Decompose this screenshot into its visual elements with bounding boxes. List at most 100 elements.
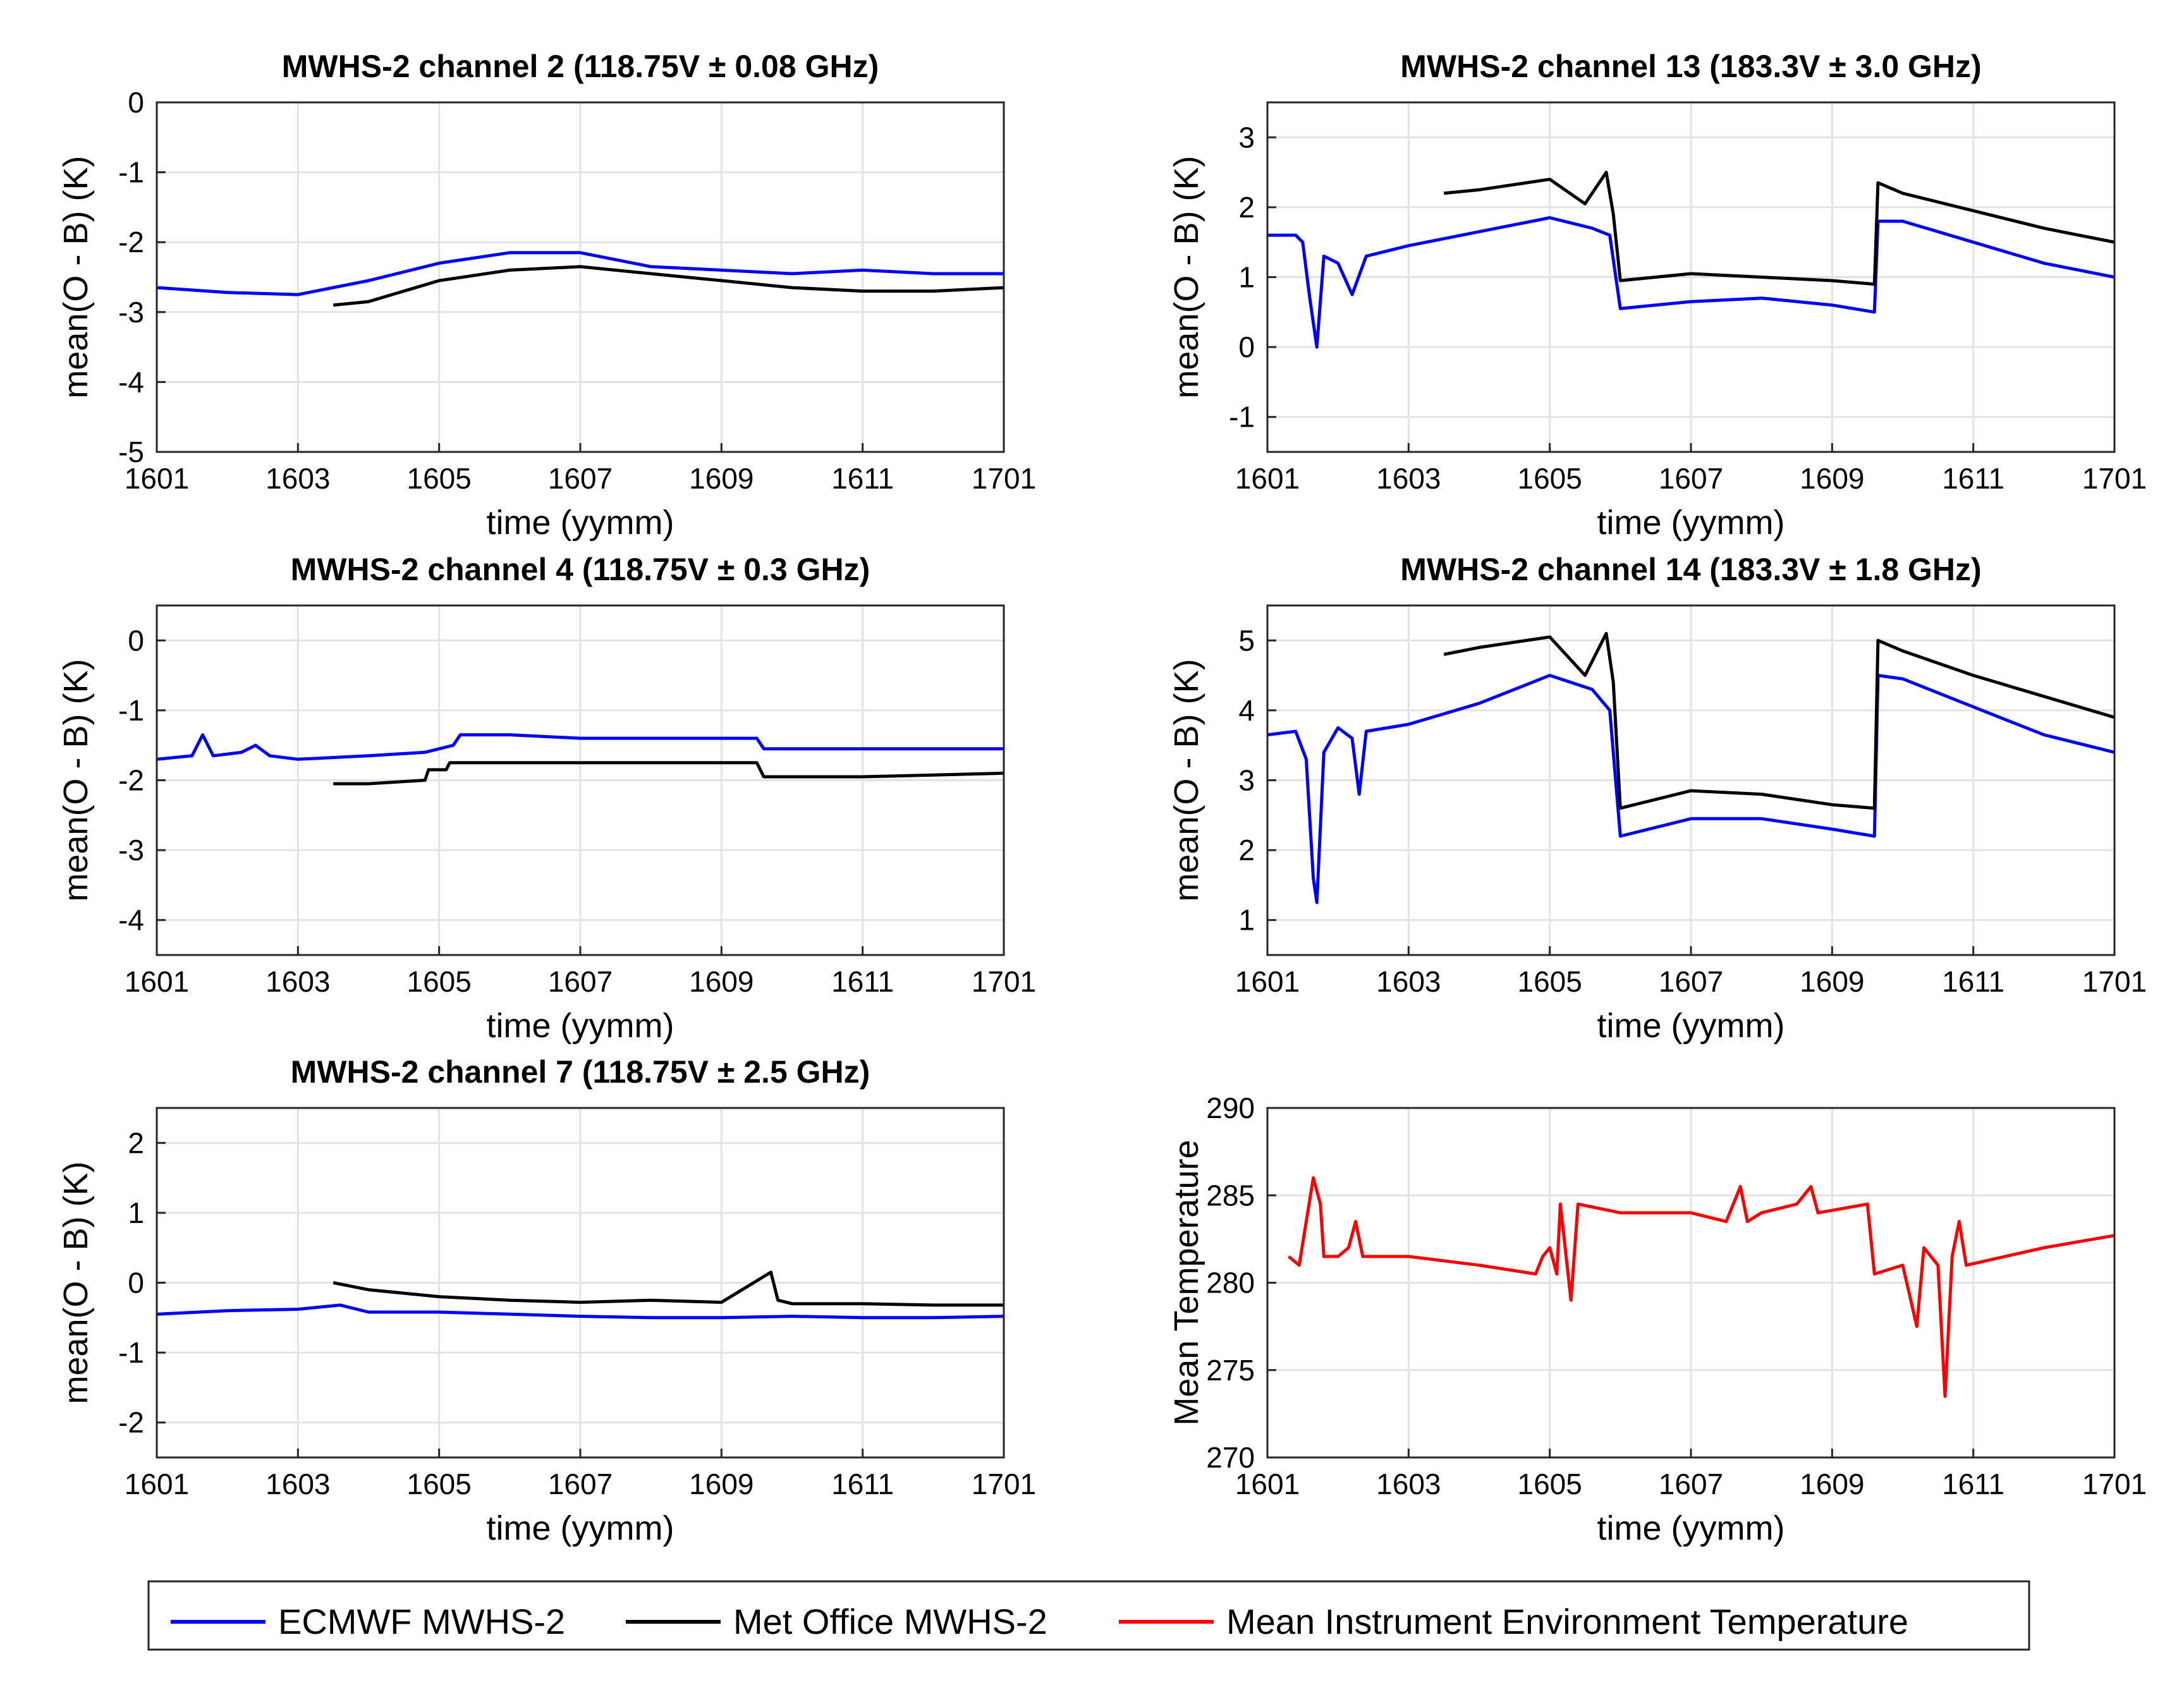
- y-axis-label: mean(O - B) (K): [57, 1161, 95, 1404]
- y-tick-label: -1: [1229, 401, 1255, 434]
- chart-title: MWHS-2 channel 2 (118.75V ± 0.08 GHz): [282, 49, 879, 84]
- x-tick-label: 1607: [548, 1468, 613, 1500]
- y-tick-label: 0: [1238, 331, 1255, 363]
- chart-title: MWHS-2 channel 13 (183.3V ± 3.0 GHz): [1400, 49, 1981, 84]
- y-axis-label: Mean Temperature: [1168, 1140, 1205, 1425]
- x-axis-label: time (yymm): [1597, 1509, 1785, 1547]
- series-line-ecmwf-mwhs-2: [157, 1303, 1004, 1320]
- x-tick-label: 1601: [125, 462, 189, 495]
- chart-panel-6: 1601 1603 1605 1607 1609 1611 1701 290 285 280 275…: [1168, 1092, 2147, 1547]
- x-tick-label: 1609: [689, 965, 753, 998]
- y-tick-label: 2: [1238, 191, 1255, 224]
- x-tick-label: 1611: [1942, 1468, 2004, 1500]
- legend: ECMWF MWHS-2 Met Office MWHS-2 Mean Instru…: [147, 1580, 2030, 1651]
- plot-frame: [1266, 1107, 2116, 1459]
- x-tick-label: 1611: [1942, 965, 2004, 998]
- series-line-ecmwf-mwhs-2: [157, 251, 1004, 296]
- y-axis-label: mean(O - B) (K): [57, 659, 95, 901]
- series-line-mean-instrument-environment-temperature: [1287, 1176, 2114, 1398]
- x-tick-label: 1601: [125, 1468, 189, 1500]
- x-tick-label: 1605: [406, 1468, 471, 1500]
- y-tick-label: 285: [1206, 1179, 1255, 1212]
- x-tick-label: 1601: [125, 965, 189, 998]
- x-tick-label: 1601: [1235, 1468, 1300, 1500]
- y-tick-label: 4: [1238, 694, 1255, 727]
- x-tick-label: 1603: [265, 462, 330, 495]
- chart-title: MWHS-2 channel 14 (183.3V ± 1.8 GHz): [1400, 552, 1981, 587]
- x-tick-label: 1607: [548, 965, 613, 998]
- x-tick-label: 1605: [406, 462, 471, 495]
- x-tick-label: 1609: [689, 462, 753, 495]
- y-tick-label: -1: [118, 694, 144, 727]
- y-tick-label: 0: [128, 1267, 144, 1299]
- x-tick-label: 1601: [1235, 462, 1300, 495]
- x-axis-label: time (yymm): [1597, 504, 1785, 542]
- y-tick-label: 1: [128, 1196, 144, 1229]
- series-line-met-office-mwhs-2: [332, 1270, 1004, 1307]
- x-tick-label: 1607: [1659, 462, 1723, 495]
- y-tick-label: -3: [118, 834, 144, 867]
- x-tick-label: 1605: [1517, 965, 1582, 998]
- y-tick-label: 1: [1238, 904, 1255, 937]
- series-line-met-office-mwhs-2: [1443, 631, 2114, 810]
- y-tick-label: 3: [1238, 121, 1255, 154]
- x-tick-label: 1701: [2082, 965, 2147, 998]
- series-line-met-office-mwhs-2: [332, 265, 1004, 307]
- chart-panel-5: 1601 1603 1605 1607 1609 1611 1701 2 1 0 -1 -2 MWHS-…: [57, 1054, 1036, 1547]
- y-tick-label: -4: [118, 904, 144, 937]
- x-tick-label: 1701: [972, 965, 1036, 998]
- x-tick-label: 1605: [1517, 462, 1582, 495]
- x-tick-label: 1609: [1800, 965, 1864, 998]
- y-tick-label: -3: [118, 296, 144, 329]
- legend-label-mean-instrument-environment-temperature: Mean Instrument Environment Temperature: [1226, 1602, 1908, 1641]
- y-axis-label: mean(O - B) (K): [57, 155, 95, 398]
- plot-frame: [156, 1107, 1005, 1459]
- x-tick-label: 1611: [831, 462, 894, 495]
- x-tick-label: 1603: [1376, 965, 1441, 998]
- legend-box: [147, 1580, 2030, 1651]
- x-tick-label: 1701: [2082, 462, 2147, 495]
- y-tick-label: 0: [128, 624, 144, 657]
- y-tick-label: -2: [118, 764, 144, 797]
- series-line-met-office-mwhs-2: [1443, 171, 2114, 286]
- y-tick-label: 3: [1238, 764, 1255, 797]
- plot-frame: [156, 604, 1005, 956]
- chart-title: MWHS-2 channel 7 (118.75V ± 2.5 GHz): [291, 1054, 870, 1090]
- x-axis-label: time (yymm): [487, 504, 674, 542]
- x-tick-label: 1609: [1800, 1468, 1864, 1500]
- chart-panel-4: 1601 1603 1605 1607 1609 1611 1701 5 4 3 2 1 MWHS-2 …: [1168, 552, 2147, 1045]
- y-tick-label: -2: [118, 1406, 144, 1439]
- x-tick-label: 1609: [1800, 462, 1864, 495]
- legend-label-met-office-mwhs-2: Met Office MWHS-2: [733, 1602, 1047, 1641]
- x-axis-label: time (yymm): [487, 1007, 674, 1045]
- y-tick-label: -1: [118, 156, 144, 189]
- y-tick-label: -1: [118, 1336, 144, 1369]
- y-tick-label: 290: [1206, 1092, 1255, 1124]
- x-tick-label: 1701: [2082, 1468, 2147, 1500]
- y-axis-label: mean(O - B) (K): [1168, 155, 1205, 398]
- y-tick-label: 2: [128, 1126, 144, 1159]
- x-tick-label: 1611: [831, 965, 894, 998]
- x-tick-label: 1605: [406, 965, 471, 998]
- plot-frame: [1266, 101, 2116, 453]
- legend-label-ecmwf-mwhs-2: ECMWF MWHS-2: [278, 1602, 565, 1641]
- x-tick-label: 1701: [972, 462, 1036, 495]
- x-tick-label: 1607: [1659, 1468, 1723, 1500]
- x-tick-label: 1601: [1235, 965, 1300, 998]
- x-tick-label: 1607: [1659, 965, 1723, 998]
- x-tick-label: 1607: [548, 462, 613, 495]
- series-line-met-office-mwhs-2: [333, 761, 1004, 786]
- x-tick-label: 1603: [1376, 462, 1441, 495]
- plot-frame: [156, 101, 1005, 453]
- chart-panel-1: 1601 1603 1605 1607 1609 1611 1701 0 -1 -2 -3 -4 -5 M…: [57, 49, 1036, 542]
- plot-frame: [1266, 604, 2116, 956]
- x-tick-label: 1603: [265, 965, 330, 998]
- y-tick-label: 270: [1206, 1441, 1255, 1474]
- x-tick-label: 1605: [1517, 1468, 1582, 1500]
- y-tick-label: 5: [1238, 624, 1255, 657]
- y-tick-label: -4: [118, 365, 144, 398]
- x-tick-label: 1701: [972, 1468, 1036, 1500]
- chart-panel-2: 1601 1603 1605 1607 1609 1611 1701 3 2 1 0 -1 MWHS-2…: [1168, 49, 2147, 542]
- y-tick-label: 0: [128, 86, 144, 119]
